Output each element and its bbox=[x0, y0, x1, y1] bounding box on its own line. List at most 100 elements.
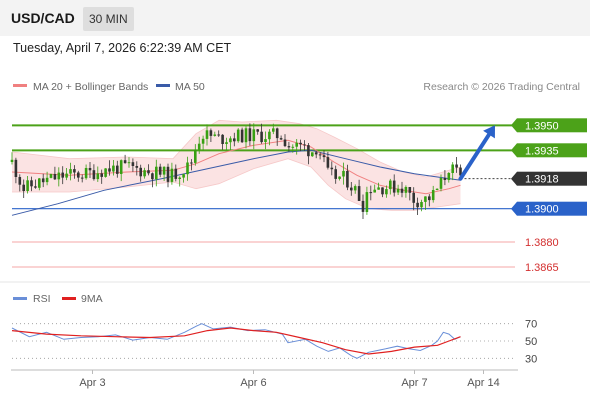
pair-title: USD/CAD bbox=[11, 10, 75, 26]
candle-body bbox=[151, 173, 154, 180]
rsi-panel: 70 50 30 RSI 9MA bbox=[0, 281, 590, 365]
candle-body bbox=[307, 145, 310, 157]
candle-body bbox=[194, 149, 197, 163]
candle-body bbox=[291, 146, 295, 148]
candle-body bbox=[139, 167, 142, 177]
candle-body bbox=[346, 170, 349, 188]
candle-body bbox=[455, 164, 458, 168]
candle-body bbox=[233, 138, 236, 142]
ma50-line bbox=[11, 149, 461, 216]
candle-body bbox=[256, 129, 259, 132]
candle-body bbox=[174, 168, 178, 179]
candle-body bbox=[225, 142, 228, 144]
ma20-legend-swatch bbox=[13, 84, 27, 87]
candle-body bbox=[49, 174, 53, 178]
candle-body bbox=[205, 130, 209, 139]
candle-body bbox=[92, 170, 96, 180]
candle-body bbox=[22, 184, 25, 191]
candle-body bbox=[213, 134, 217, 136]
level-label-box-1.3950 bbox=[517, 118, 587, 133]
candle-body bbox=[260, 131, 263, 143]
candle-body bbox=[84, 168, 88, 179]
candle-body bbox=[287, 146, 291, 148]
candle-body bbox=[299, 142, 302, 145]
rsi-grid: 70 50 30 bbox=[12, 319, 537, 365]
x-axis: Apr 3 Apr 6 Apr 7 Apr 14 bbox=[11, 369, 518, 389]
rsi-legend-swatch bbox=[13, 297, 27, 300]
level-label-pointer-1.3935 bbox=[511, 143, 517, 158]
candle-body bbox=[451, 164, 454, 173]
x-tick-label: Apr 3 bbox=[79, 377, 105, 389]
bollinger-upper-line bbox=[11, 119, 461, 178]
candle-body bbox=[45, 177, 49, 183]
candle-body bbox=[53, 174, 57, 180]
candle-body bbox=[279, 138, 283, 140]
candle-body bbox=[65, 173, 68, 178]
ma20-legend-label: MA 20 + Bollinger Bands bbox=[33, 81, 148, 93]
rsi-tick-30: 30 bbox=[525, 353, 537, 365]
candle-body bbox=[314, 152, 318, 155]
timeframe-button[interactable]: 30 MIN bbox=[83, 7, 134, 31]
level-label-pointer-1.3900 bbox=[511, 201, 517, 216]
candle-body bbox=[209, 130, 213, 136]
candle-body bbox=[127, 162, 131, 164]
candle-body bbox=[236, 129, 240, 142]
candle-body bbox=[201, 138, 205, 144]
candle-body bbox=[435, 188, 439, 190]
candle-body bbox=[377, 187, 380, 190]
candle-body bbox=[334, 169, 337, 179]
candle-body bbox=[424, 196, 427, 202]
candle-body bbox=[88, 168, 92, 171]
candle-body bbox=[389, 180, 392, 190]
candle-body bbox=[96, 173, 100, 180]
candle-body bbox=[385, 189, 388, 195]
candle-body bbox=[311, 152, 314, 157]
candle-body bbox=[361, 200, 365, 212]
header-bar: USD/CAD 30 MIN bbox=[0, 0, 590, 36]
candle-body bbox=[10, 159, 14, 162]
candle-body bbox=[123, 160, 127, 164]
candle-body bbox=[158, 166, 162, 175]
x-tick-label: Apr 6 bbox=[240, 377, 266, 389]
candle-body bbox=[178, 177, 181, 179]
rsi-lines bbox=[11, 323, 461, 359]
candle-body bbox=[447, 173, 451, 180]
candle-body bbox=[77, 172, 80, 178]
level-label-1.3950: 1.3950 bbox=[525, 120, 559, 132]
candle-body bbox=[108, 168, 111, 172]
candle-body bbox=[443, 178, 447, 180]
ma50-legend-label: MA 50 bbox=[175, 81, 205, 93]
candle-body bbox=[439, 178, 443, 189]
copyright-text: Research © 2026 Trading Central bbox=[423, 81, 580, 93]
candle-body bbox=[14, 159, 18, 177]
level-label-box-1.3900 bbox=[517, 201, 587, 216]
candle-body bbox=[420, 202, 423, 208]
candle-body bbox=[217, 134, 220, 136]
level-label-1.3918: 1.3918 bbox=[525, 174, 559, 186]
candle-body bbox=[252, 129, 256, 142]
candle-body bbox=[303, 144, 306, 146]
candle-body bbox=[18, 177, 22, 185]
candle-body bbox=[272, 128, 275, 132]
level-label-box-1.3918 bbox=[517, 171, 587, 186]
chart-timestamp: Tuesday, April 7, 2026 6:22:39 AM CET bbox=[13, 41, 232, 55]
candle-body bbox=[104, 168, 107, 177]
candle-body bbox=[57, 172, 61, 180]
candle-body bbox=[412, 192, 415, 203]
candle-body bbox=[166, 166, 170, 182]
candle-body bbox=[240, 129, 244, 143]
candle-body bbox=[400, 188, 404, 193]
bollinger-lower-line bbox=[12, 158, 461, 211]
rsi-ma-legend-swatch bbox=[62, 297, 76, 300]
candle-body bbox=[69, 169, 72, 174]
rsi-tick-70: 70 bbox=[525, 319, 537, 331]
candle-body bbox=[283, 139, 287, 147]
candle-body bbox=[116, 165, 119, 174]
rsi-ma-line bbox=[11, 327, 461, 355]
candle-body bbox=[459, 167, 462, 176]
forecast-arrow-shaft bbox=[458, 132, 491, 181]
candle-body bbox=[357, 186, 361, 201]
candle-body bbox=[143, 170, 146, 177]
candle-body bbox=[330, 167, 334, 170]
candle-body bbox=[73, 169, 76, 173]
